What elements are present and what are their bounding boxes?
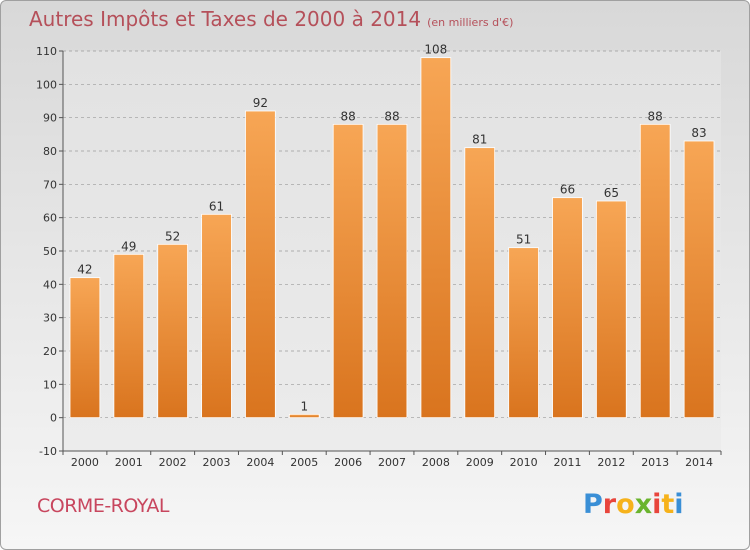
logo-letter: i <box>674 489 684 520</box>
data-label-2008: 108 <box>424 43 447 57</box>
proxiti-logo[interactable]: Proxiti <box>583 489 684 520</box>
x-tick-label-2005: 2005 <box>290 456 318 469</box>
y-tick-label: 60 <box>43 212 57 225</box>
y-tick-label: 0 <box>50 412 57 425</box>
y-tick-label: 20 <box>43 345 57 358</box>
bar-2002 <box>157 243 188 419</box>
x-tick-label-2006: 2006 <box>334 456 362 469</box>
x-tick-label-2003: 2003 <box>203 456 231 469</box>
x-tick-label-2014: 2014 <box>685 456 713 469</box>
bars <box>69 57 715 419</box>
chart-title: Autres Impôts et Taxes de 2000 à 2014 (en… <box>29 7 513 31</box>
x-tick-label-2009: 2009 <box>466 456 494 469</box>
bar-2012 <box>596 200 627 419</box>
bar-2003 <box>201 213 232 419</box>
x-tick-label-2000: 2000 <box>71 456 99 469</box>
x-tick-label-2013: 2013 <box>641 456 669 469</box>
bar-2007 <box>376 123 408 419</box>
chart-title-text: Autres Impôts et Taxes de 2000 à 2014 <box>29 7 422 31</box>
x-tick-label-2011: 2011 <box>553 456 581 469</box>
logo-letter: o <box>616 489 635 520</box>
y-tick-label: 30 <box>43 312 57 325</box>
y-tick-label: 10 <box>43 378 57 391</box>
logo-letter: t <box>661 489 675 520</box>
data-label-2014: 83 <box>691 126 706 140</box>
bar-2010 <box>508 247 539 419</box>
x-tick-label-2008: 2008 <box>422 456 450 469</box>
bar-2008 <box>420 57 452 419</box>
data-label-2007: 88 <box>384 109 399 123</box>
chart-subtitle: (en milliers d'€) <box>427 16 514 29</box>
y-tick-label: 90 <box>43 112 57 125</box>
data-label-2013: 88 <box>648 109 663 123</box>
data-label-2012: 65 <box>604 186 619 200</box>
bar-2006 <box>332 123 364 419</box>
bar-2013 <box>639 123 671 419</box>
y-tick-label: 40 <box>43 278 57 291</box>
bar-2014 <box>683 140 715 419</box>
x-tick-label-2004: 2004 <box>246 456 274 469</box>
data-label-2010: 51 <box>516 233 531 247</box>
logo-letter: P <box>583 489 603 520</box>
x-tick-label-2002: 2002 <box>159 456 187 469</box>
logo-letter: i <box>652 489 662 520</box>
x-tick-label-2010: 2010 <box>510 456 538 469</box>
data-label-2000: 42 <box>77 263 92 277</box>
x-tick-label-2001: 2001 <box>115 456 143 469</box>
bar-2004 <box>245 110 276 419</box>
bar-2001 <box>113 253 145 419</box>
x-tick-label-2012: 2012 <box>597 456 625 469</box>
commune-name: CORME-ROYAL <box>37 495 170 517</box>
logo-letter: x <box>634 489 653 520</box>
y-tick-label: 110 <box>36 45 57 58</box>
axes: -10 0 10 20 30 40 50 60 70 80 90 100 110 2000 2001 2002… <box>36 45 722 469</box>
y-tick-label: 80 <box>43 145 57 158</box>
data-labels: 42 49 52 61 92 1 88 88 108 81 51 66 65 88 83 <box>77 43 706 414</box>
y-tick-label: 100 <box>36 78 57 91</box>
y-tick-label: -10 <box>39 445 57 458</box>
y-tick-label: 50 <box>43 245 57 258</box>
data-label-2003: 61 <box>209 199 224 213</box>
x-tick-label-2007: 2007 <box>378 456 406 469</box>
data-label-2009: 81 <box>472 133 487 147</box>
y-tick-label: 70 <box>43 178 57 191</box>
bar-2009 <box>464 147 496 419</box>
data-label-2006: 88 <box>340 109 355 123</box>
logo-letter: r <box>602 489 617 520</box>
data-label-2011: 66 <box>560 183 575 197</box>
data-label-2004: 92 <box>253 96 268 110</box>
data-label-2002: 52 <box>165 229 180 243</box>
bar-2005 <box>288 413 320 419</box>
data-label-2005: 1 <box>300 399 308 413</box>
data-label-2001: 49 <box>121 239 136 253</box>
bar-2011 <box>552 197 583 419</box>
bar-2000 <box>69 277 101 419</box>
